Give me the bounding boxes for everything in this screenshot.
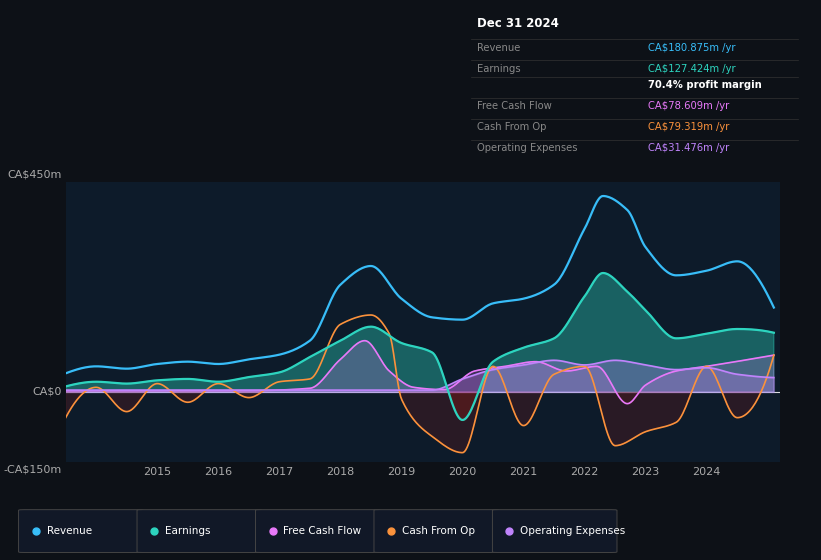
Text: Cash From Op: Cash From Op	[478, 122, 547, 132]
Text: Operating Expenses: Operating Expenses	[521, 526, 626, 535]
Text: Free Cash Flow: Free Cash Flow	[478, 101, 553, 111]
Text: Earnings: Earnings	[165, 526, 210, 535]
Text: -CA$150m: -CA$150m	[4, 465, 62, 475]
Text: 70.4% profit margin: 70.4% profit margin	[648, 80, 762, 90]
Text: CA$31.476m /yr: CA$31.476m /yr	[648, 143, 729, 153]
Text: CA$78.609m /yr: CA$78.609m /yr	[648, 101, 729, 111]
Text: Operating Expenses: Operating Expenses	[478, 143, 578, 153]
Text: CA$180.875m /yr: CA$180.875m /yr	[648, 43, 736, 53]
Text: Earnings: Earnings	[478, 64, 521, 73]
Text: CA$450m: CA$450m	[7, 169, 62, 179]
Text: Cash From Op: Cash From Op	[402, 526, 475, 535]
Text: Revenue: Revenue	[478, 43, 521, 53]
Text: CA$127.424m /yr: CA$127.424m /yr	[648, 64, 736, 73]
FancyBboxPatch shape	[374, 510, 498, 553]
Text: CA$79.319m /yr: CA$79.319m /yr	[648, 122, 729, 132]
Text: Free Cash Flow: Free Cash Flow	[283, 526, 361, 535]
FancyBboxPatch shape	[493, 510, 617, 553]
Text: Dec 31 2024: Dec 31 2024	[478, 17, 559, 30]
FancyBboxPatch shape	[19, 510, 143, 553]
Text: Revenue: Revenue	[47, 526, 92, 535]
FancyBboxPatch shape	[255, 510, 380, 553]
FancyBboxPatch shape	[137, 510, 262, 553]
Text: CA$0: CA$0	[33, 387, 62, 397]
